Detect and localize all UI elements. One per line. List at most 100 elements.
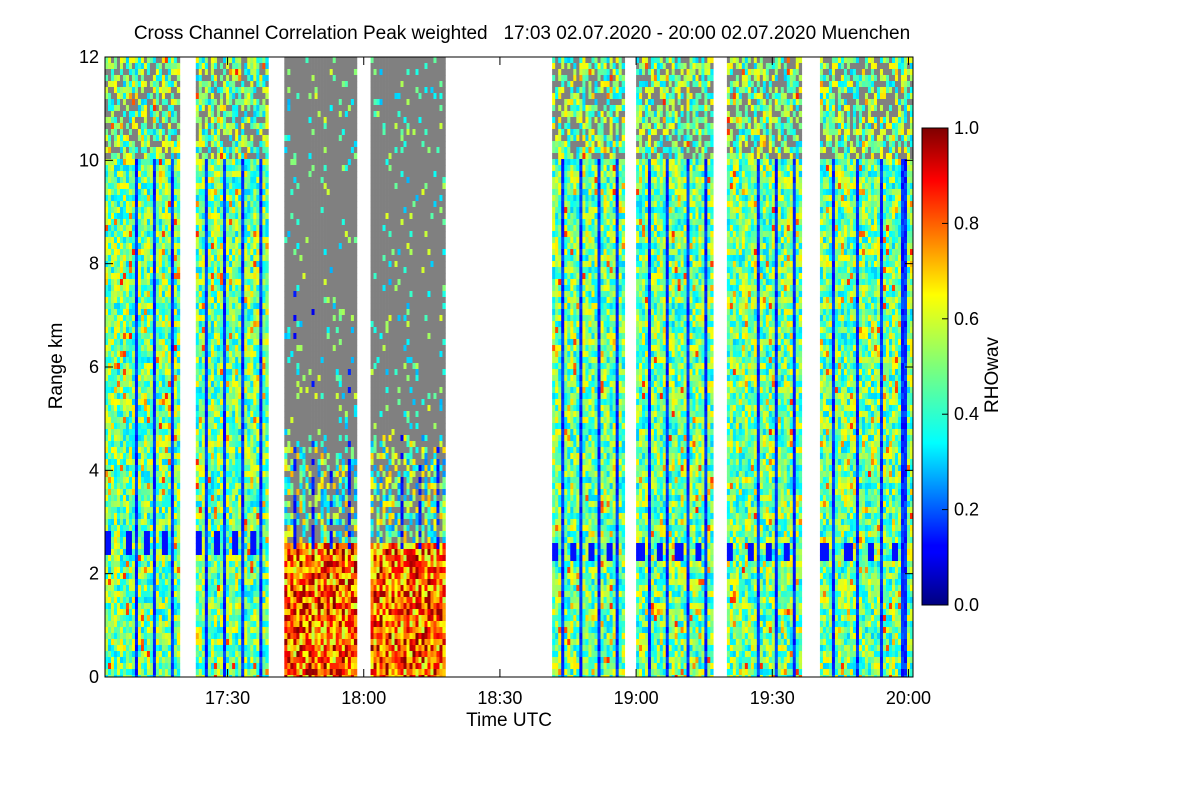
heatmap-cell	[110, 585, 115, 592]
heatmap-cell	[198, 615, 203, 622]
heatmap-cell	[210, 501, 215, 508]
heatmap-cell	[105, 69, 109, 76]
heatmap-cell	[134, 435, 139, 442]
heatmap-cell	[173, 81, 178, 88]
heatmap-cell	[155, 537, 160, 544]
heatmap-cell	[244, 279, 248, 286]
heatmap-cell	[125, 357, 130, 364]
heatmap-cell	[238, 339, 242, 346]
heatmap-cell	[128, 633, 133, 640]
heatmap-cell	[146, 327, 151, 334]
heatmap-cell	[134, 333, 139, 340]
heatmap-cell	[108, 417, 112, 424]
heatmap-cell	[119, 675, 124, 677]
heatmap-cell	[131, 327, 136, 334]
heatmap-cell	[235, 423, 239, 430]
heatmap-cell	[161, 207, 166, 214]
heatmap-cell	[201, 273, 206, 280]
heatmap-cell	[226, 111, 230, 118]
heatmap-cell	[201, 663, 206, 670]
heatmap-cell	[207, 477, 212, 484]
heatmap-cell	[161, 345, 166, 352]
heatmap-cell	[155, 249, 160, 256]
heatmap-cell	[232, 627, 236, 634]
heatmap-cell	[108, 471, 112, 478]
heatmap-cell	[116, 75, 121, 82]
heatmap-cell	[149, 603, 154, 610]
heatmap-cell	[216, 543, 221, 550]
heatmap-cell	[232, 387, 236, 394]
heatmap-cell	[146, 285, 151, 292]
heatmap-cell	[238, 597, 242, 604]
heatmap-cell	[161, 327, 166, 334]
heatmap-cell	[122, 657, 127, 664]
heatmap-cell	[253, 219, 257, 226]
heatmap-cell	[105, 429, 109, 436]
heatmap-cell	[119, 471, 124, 478]
heatmap-cell	[140, 333, 145, 340]
heatmap-cell	[143, 513, 148, 520]
heatmap-cell	[143, 531, 148, 538]
heatmap-cell	[143, 105, 148, 112]
heatmap-cell	[250, 147, 254, 154]
heatmap-cell	[105, 537, 109, 544]
heatmap-cell	[226, 99, 230, 106]
heatmap-cell	[235, 369, 239, 376]
heatmap-cell	[125, 573, 130, 580]
heatmap-cell	[207, 111, 212, 118]
heatmap-cell	[173, 405, 178, 412]
heatmap-cell	[201, 417, 206, 424]
heatmap-cell	[131, 195, 136, 202]
heatmap-cell	[241, 339, 245, 346]
heatmap-cell	[167, 579, 172, 586]
heatmap-cell	[140, 231, 145, 238]
heatmap-cell	[140, 135, 145, 142]
heatmap-cell	[195, 141, 200, 148]
heatmap-cell	[140, 549, 145, 556]
heatmap-cell	[244, 81, 248, 88]
heatmap-cell	[195, 225, 200, 232]
heatmap-cell	[155, 669, 160, 676]
heatmap-cell	[134, 645, 139, 652]
heatmap-cell	[125, 405, 130, 412]
heatmap-cell	[176, 405, 181, 412]
heatmap-cell	[253, 669, 257, 676]
heatmap-cell	[226, 123, 230, 130]
heatmap-cell	[155, 75, 160, 82]
heatmap-cell	[155, 615, 160, 622]
heatmap-cell	[210, 129, 215, 136]
heatmap-cell	[213, 357, 218, 364]
heatmap-cell	[195, 489, 200, 496]
heatmap-cell	[137, 267, 142, 274]
heatmap-cell	[170, 57, 175, 64]
heatmap-cell	[244, 105, 248, 112]
heatmap-cell	[247, 663, 251, 670]
heatmap-cell	[113, 669, 118, 676]
heatmap-cell	[241, 477, 245, 484]
heatmap-cell	[137, 231, 142, 238]
heatmap-cell	[125, 285, 130, 292]
heatmap-cell	[140, 633, 145, 640]
heatmap-cell	[250, 123, 254, 130]
heatmap-cell	[149, 657, 154, 664]
heatmap-cell	[113, 81, 118, 88]
heatmap-cell	[113, 339, 118, 346]
heatmap-cell	[149, 459, 154, 466]
heatmap-cell	[164, 219, 169, 226]
heatmap-cell	[238, 513, 242, 520]
heatmap-cell	[247, 495, 251, 502]
heatmap-cell	[213, 309, 218, 316]
heatmap-cell	[259, 189, 263, 196]
heatmap-cell	[110, 69, 115, 76]
heatmap-cell	[244, 381, 248, 388]
heatmap-cell	[152, 219, 157, 226]
heatmap-cell	[244, 489, 248, 496]
heatmap-cell	[235, 651, 239, 658]
heatmap-cell	[247, 273, 251, 280]
heatmap-cell	[226, 183, 230, 190]
heatmap-cell	[220, 375, 224, 382]
heatmap-cell	[216, 585, 221, 592]
heatmap-cell	[152, 183, 157, 190]
heatmap-cell	[256, 423, 260, 430]
heatmap-cell	[213, 369, 218, 376]
